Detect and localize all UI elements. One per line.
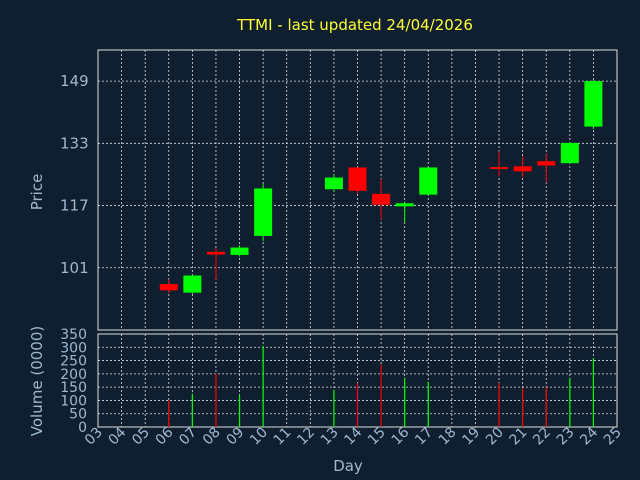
day-tick-label: 07 <box>176 425 200 449</box>
day-tick-label: 24 <box>577 424 601 448</box>
volume-tick-label: 250 <box>60 354 87 370</box>
price-panel: 101 117 133 149 <box>60 49 618 331</box>
candle-body <box>490 167 509 170</box>
day-tick-label: 25 <box>601 425 625 449</box>
day-tick-label: 08 <box>200 425 224 449</box>
day-tick-label: 05 <box>129 425 153 449</box>
price-tick-label: 101 <box>60 259 89 277</box>
candle-body <box>513 166 532 172</box>
day-tick-label: 18 <box>436 425 460 449</box>
day-tick-label: 21 <box>507 425 531 449</box>
day-tick-label: 10 <box>247 425 271 449</box>
price-axis-label: Price <box>28 174 46 211</box>
volume-tick-label: 150 <box>60 380 87 396</box>
candle-body <box>419 167 438 195</box>
volume-tick-label: 350 <box>60 327 87 343</box>
volume-tick-label: 0 <box>78 420 87 436</box>
day-tick-label: 22 <box>530 425 554 449</box>
candle-body <box>324 177 343 190</box>
candle-body <box>230 247 249 255</box>
volume-axis-label: Volume (0000) <box>28 326 46 436</box>
price-tick-label: 133 <box>60 134 89 152</box>
day-tick-label: 12 <box>294 425 318 449</box>
volume-tick-label: 100 <box>60 393 87 409</box>
price-tick-label: 149 <box>60 72 89 90</box>
candle-body <box>348 167 367 191</box>
price-tick-label: 117 <box>60 197 89 215</box>
day-tick-label: 23 <box>554 425 578 449</box>
x-axis-label: Day <box>333 457 363 475</box>
candle-body <box>395 203 414 207</box>
candle-body <box>159 284 178 291</box>
day-tick-label: 19 <box>459 425 483 449</box>
volume-tick-label: 300 <box>60 340 87 356</box>
candle-body <box>560 142 579 164</box>
candle-body <box>372 193 391 205</box>
volume-tick-label: 200 <box>60 367 87 383</box>
day-tick-label: 13 <box>318 425 342 449</box>
day-tick-label: 15 <box>365 425 389 449</box>
candle-body <box>537 161 556 166</box>
day-tick-label: 09 <box>223 425 247 449</box>
day-tick-label: 14 <box>341 424 365 448</box>
day-tick-label: 04 <box>105 424 129 448</box>
candle-body <box>183 275 202 293</box>
volume-tick-label: 50 <box>69 407 87 423</box>
candle-body <box>584 81 603 127</box>
candle-body <box>206 251 225 255</box>
day-tick-label: 17 <box>412 425 436 449</box>
day-tick-label: 20 <box>483 425 507 449</box>
day-tick-label: 06 <box>153 424 177 448</box>
candle-body <box>254 188 273 236</box>
day-tick-label: 16 <box>389 424 413 448</box>
day-tick-label: 11 <box>271 425 295 449</box>
chart-title: TTMI - last updated 24/04/2026 <box>236 16 473 34</box>
